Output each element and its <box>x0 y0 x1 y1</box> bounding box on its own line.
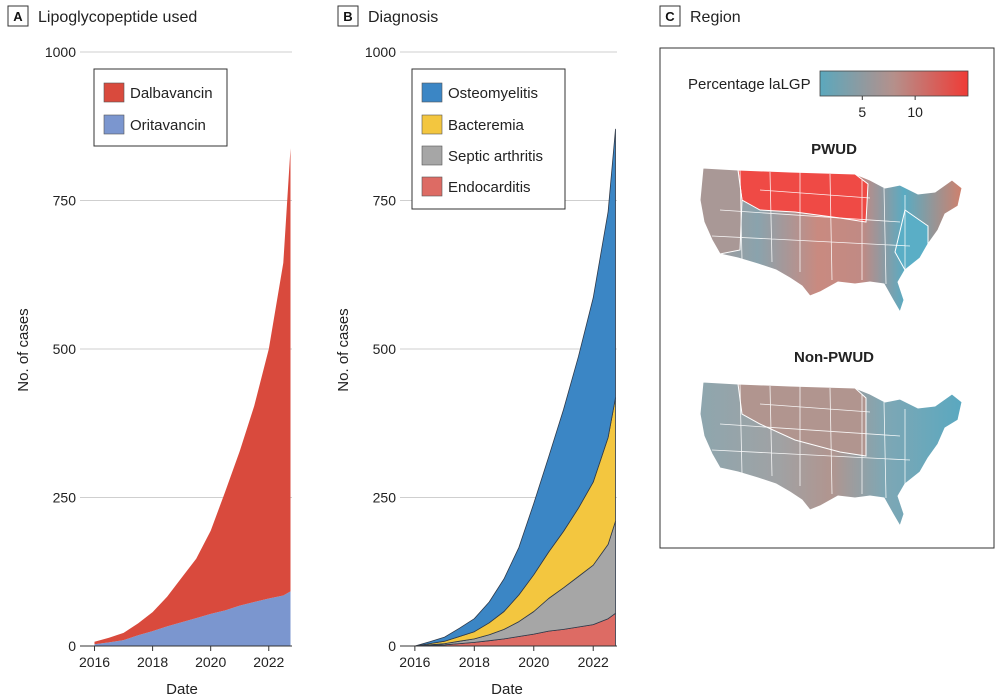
panel-a-letter: A <box>13 9 23 24</box>
panel-b-xlabel: Date <box>491 681 523 698</box>
legend-swatch-oritavancin <box>103 114 125 135</box>
area-oritavancin <box>94 591 291 646</box>
panel-b-letter: B <box>343 9 352 24</box>
ytick-label-a-0: 0 <box>68 638 76 654</box>
map-pwud <box>699 167 963 314</box>
area-dalbavancin <box>94 148 291 645</box>
xtick-label-a-2016: 2016 <box>79 654 110 670</box>
xtick-label-b-2018: 2018 <box>459 654 490 670</box>
ytick-label-b-750: 750 <box>373 193 397 209</box>
panel-a-letter-box <box>7 5 29 27</box>
region-pacific-pwud <box>699 167 743 255</box>
panel-b: B Diagnosis 0 250 500 750 1000 2016 2018 2020 20… <box>335 5 617 698</box>
map-title-pwud: PWUD <box>811 141 857 158</box>
colorbar <box>819 70 969 97</box>
legend-label-osteomyelitis: Osteomyelitis <box>448 85 538 102</box>
xtick-label-b-2020: 2020 <box>518 654 549 670</box>
ytick-label-a-1000: 1000 <box>45 44 76 60</box>
panel-b-legend: Osteomyelitis Bacteremia Septic arthriti… <box>411 68 566 210</box>
colorbar-label: Percentage laLGP <box>688 76 811 93</box>
legend-label-septic-arthritis: Septic arthritis <box>448 148 543 165</box>
ytick-label-a-500: 500 <box>53 341 77 357</box>
state-borders-pwud <box>711 169 911 285</box>
xtick-label-b-2022: 2022 <box>578 654 609 670</box>
legend-label-oritavancin: Oritavancin <box>130 117 206 134</box>
legend-swatch-septic-arthritis <box>421 145 443 166</box>
panel-b-areas <box>414 128 616 647</box>
legend-label-endocarditis: Endocarditis <box>448 179 531 196</box>
panel-b-ylabel: No. of cases <box>335 308 352 391</box>
panel-b-letter-box <box>337 5 359 27</box>
xtick-label-a-2018: 2018 <box>137 654 168 670</box>
region-south-atlantic-pwud <box>894 209 929 271</box>
legend-swatch-endocarditis <box>421 176 443 197</box>
panel-c-letter: C <box>665 9 675 24</box>
ytick-label-a-750: 750 <box>53 193 77 209</box>
legend-label-bacteremia: Bacteremia <box>448 117 525 134</box>
legend-label-dalbavancin: Dalbavancin <box>130 85 213 102</box>
map-title-non-pwud: Non-PWUD <box>794 349 874 366</box>
colorbar-tick-label-5: 5 <box>858 104 866 120</box>
panel-a-legend: Dalbavancin Oritavancin <box>93 68 228 147</box>
legend-swatch-osteomyelitis <box>421 82 443 103</box>
panel-a-title: Lipoglycopeptide used <box>38 9 197 26</box>
panel-c: C Region Percentage laLGP 5 10 PWUD Non-P… <box>659 5 995 549</box>
ytick-label-b-1000: 1000 <box>365 44 396 60</box>
panel-c-title: Region <box>690 9 741 26</box>
xtick-label-b-2016: 2016 <box>399 654 430 670</box>
panel-a-axes: 0 250 500 750 1000 2016 2018 2020 2022 <box>45 44 292 670</box>
colorbar-ticks: 5 10 <box>858 96 923 120</box>
panel-b-axes: 0 250 500 750 1000 2016 2018 2020 2022 <box>365 44 617 670</box>
panel-a-areas <box>94 148 291 646</box>
map-non-pwud <box>699 381 963 528</box>
panel-c-letter-box <box>659 5 681 27</box>
panel-a-ylabel: No. of cases <box>15 308 32 391</box>
legend-swatch-bacteremia <box>421 114 443 135</box>
xtick-label-a-2022: 2022 <box>253 654 284 670</box>
panel-a: A Lipoglycopeptide used 0 250 500 750 1000 20… <box>7 5 292 698</box>
panel-a-legend-box <box>93 68 228 147</box>
state-borders-non-pwud <box>711 383 911 499</box>
ytick-label-b-250: 250 <box>373 490 397 506</box>
panel-b-title: Diagnosis <box>368 9 438 26</box>
colorbar-tick-label-10: 10 <box>907 104 923 120</box>
panel-a-xlabel: Date <box>166 681 198 698</box>
area-osteomyelitis <box>414 128 616 647</box>
legend-swatch-dalbavancin <box>103 82 125 103</box>
ytick-label-b-0: 0 <box>388 638 396 654</box>
ytick-label-a-250: 250 <box>53 490 77 506</box>
ytick-label-b-500: 500 <box>373 341 397 357</box>
xtick-label-a-2020: 2020 <box>195 654 226 670</box>
